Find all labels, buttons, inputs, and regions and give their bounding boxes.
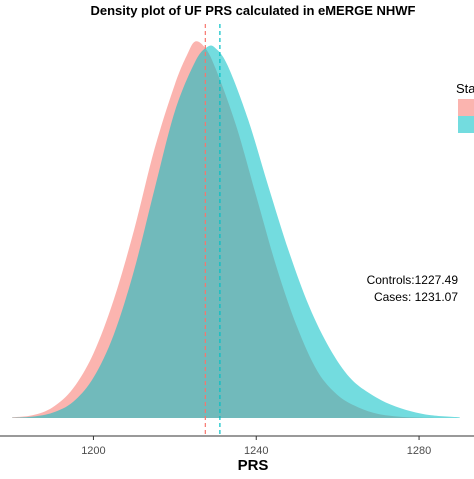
mean-lines <box>204 24 221 436</box>
legend: Sta <box>456 81 474 133</box>
chart-title: Density plot of UF PRS calculated in eME… <box>90 3 415 18</box>
x-tick-label: 1280 <box>407 445 431 457</box>
x-axis-ticks: 1200 1240 1280 <box>81 436 431 457</box>
density-area-cases <box>12 45 460 418</box>
annotation-controls-mean: Controls:1227.49 <box>367 273 459 287</box>
density-areas <box>12 41 460 418</box>
legend-key-cases <box>458 116 474 133</box>
x-axis-label: PRS <box>238 457 269 474</box>
x-tick-label: 1200 <box>81 445 105 457</box>
legend-key-controls <box>458 99 474 116</box>
x-tick-label: 1240 <box>244 445 268 457</box>
legend-title: Sta <box>456 81 474 96</box>
annotation-cases-mean: Cases: 1231.07 <box>374 290 458 304</box>
